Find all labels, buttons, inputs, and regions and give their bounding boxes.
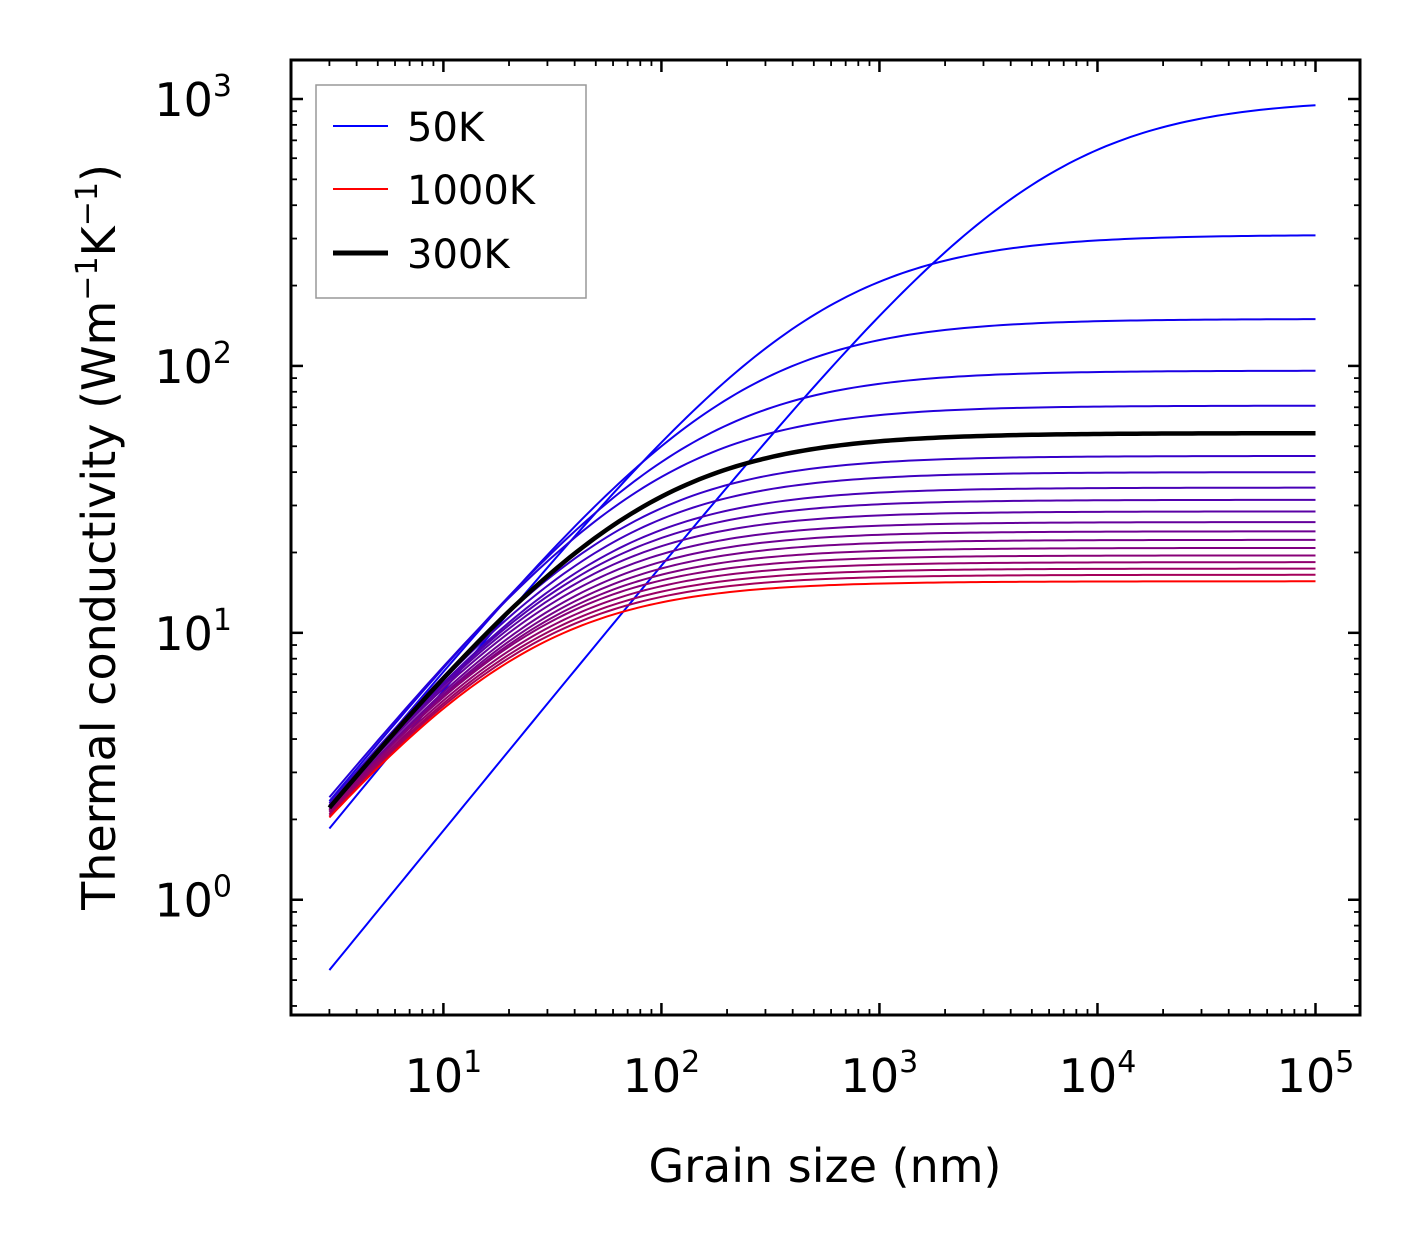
x-tick-label-base: 10 xyxy=(623,1049,682,1103)
x-tick-label: 103 xyxy=(841,1045,919,1103)
y-tick-label-exponent: 3 xyxy=(213,69,232,104)
series-line-400k xyxy=(328,471,1316,806)
x-tick-label: 101 xyxy=(405,1045,483,1103)
series-line-850k xyxy=(328,561,1316,814)
y-tick-label-base: 10 xyxy=(154,73,213,127)
legend-label-300k: 300K xyxy=(407,232,511,278)
x-tick-label-base: 10 xyxy=(841,1049,900,1103)
series-line-300k xyxy=(327,430,1316,810)
y-axis-label-exp1: −1 xyxy=(70,256,105,300)
y-tick-label-base: 10 xyxy=(154,874,213,928)
series-line-50k xyxy=(328,104,1316,971)
plot-frame xyxy=(289,58,1362,1017)
series-line-250k xyxy=(328,404,1316,798)
x-tick-label-base: 10 xyxy=(405,1049,464,1103)
y-axis-label-mid: K xyxy=(72,224,126,256)
series-layer xyxy=(327,104,1316,971)
x-tick-label-base: 10 xyxy=(1277,1049,1336,1103)
x-tick-label-exponent: 5 xyxy=(1335,1045,1354,1080)
x-tick-label-exponent: 3 xyxy=(899,1045,918,1080)
y-tick-label-base: 10 xyxy=(154,607,213,661)
series-line-950k xyxy=(328,573,1316,817)
x-tick-label: 102 xyxy=(623,1045,701,1103)
x-axis-label: Grain size (nm) xyxy=(649,1139,1002,1193)
series-line-750k xyxy=(328,546,1316,812)
x-tick-label-exponent: 1 xyxy=(463,1045,482,1080)
series-line-600k xyxy=(328,521,1316,808)
y-tick-label: 101 xyxy=(154,603,232,661)
y-tick-label-exponent: 0 xyxy=(213,870,232,905)
legend: 50K 1000K 300K xyxy=(315,84,587,299)
legend-label-50k: 50K xyxy=(407,105,486,151)
y-axis-label: Thermal conductivity (Wm−1K−1) xyxy=(70,164,126,911)
legend-label-1000k: 1000K xyxy=(407,168,537,214)
y-tick-label: 100 xyxy=(154,870,232,928)
series-line-700k xyxy=(328,538,1316,812)
y-tick-label-base: 10 xyxy=(154,340,213,394)
series-line-800k xyxy=(328,554,1316,811)
y-axis-label-end: ) xyxy=(72,164,126,182)
series-line-450k xyxy=(328,486,1316,808)
x-tick-label: 104 xyxy=(1059,1045,1137,1103)
x-tick-label: 105 xyxy=(1277,1045,1355,1103)
y-tick-label-exponent: 1 xyxy=(213,603,232,638)
x-tick-label-exponent: 4 xyxy=(1117,1045,1136,1080)
legend-box xyxy=(315,84,587,299)
series-line-650k xyxy=(328,530,1316,810)
series-line-900k xyxy=(328,567,1316,816)
y-tick-label-exponent: 2 xyxy=(213,336,232,371)
x-tick-label-exponent: 2 xyxy=(681,1045,700,1080)
x-tick-label-base: 10 xyxy=(1059,1049,1118,1103)
y-axis-label-exp2: −1 xyxy=(70,182,105,226)
x-tick-labels: 101 102 103 104 105 xyxy=(405,1045,1355,1103)
y-tick-label: 103 xyxy=(154,69,232,127)
series-line-550k xyxy=(328,510,1316,807)
y-tick-label: 102 xyxy=(154,336,232,394)
series-line-500k xyxy=(328,498,1316,807)
series-line-1000k xyxy=(328,580,1316,819)
y-axis-label-base: Thermal conductivity (Wm xyxy=(72,301,126,911)
